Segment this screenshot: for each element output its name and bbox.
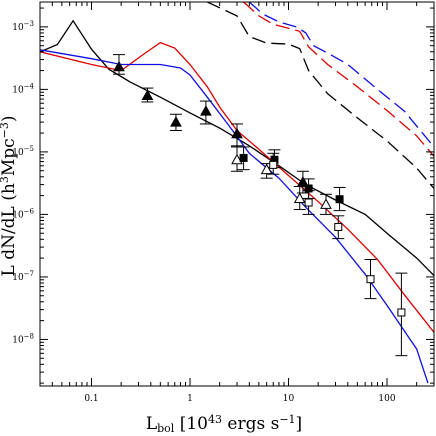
y-tick-label: 10−6 — [12, 207, 34, 220]
series-line-4 — [207, 2, 434, 189]
data-point-10 — [319, 193, 332, 215]
data-point-19 — [395, 272, 408, 357]
series-line-6 — [248, 2, 434, 148]
y-tick-label: 10−5 — [12, 145, 34, 158]
axis-ticks — [39, 2, 435, 386]
data-point-1 — [112, 54, 125, 75]
data-point-5 — [231, 123, 243, 148]
y-tick-label: 10−4 — [12, 82, 34, 95]
series-line-3 — [40, 49, 429, 384]
series-line-1 — [40, 19, 434, 277]
data-points — [112, 54, 408, 357]
x-tick-label: 0.1 — [84, 394, 98, 404]
model-curves — [40, 2, 434, 384]
x-axis-label: Lbol [1043 ergs s−1] — [146, 413, 302, 435]
y-tick-label: 10−7 — [12, 270, 34, 283]
data-point-16 — [302, 190, 315, 215]
y-axis-label: L dN/dL (h3Mpc−3) — [0, 115, 19, 276]
data-point-18 — [364, 259, 377, 300]
data-point-17 — [332, 215, 345, 240]
y-tick-label: 10−8 — [12, 332, 34, 345]
data-point-11 — [237, 146, 250, 171]
x-tick-label: 1 — [187, 394, 193, 404]
data-point-9 — [293, 185, 306, 210]
data-point-2 — [141, 87, 154, 103]
series-line-2 — [40, 41, 434, 333]
data-point-4 — [199, 100, 212, 125]
data-point-14 — [333, 186, 346, 212]
series-line-5 — [243, 2, 434, 157]
data-point-3 — [169, 113, 182, 131]
x-tick-label: 10 — [283, 394, 295, 404]
tick-labels: 0.1 1 10 100 10−3 10−4 10−5 10−6 10−7 10−8 — [12, 20, 396, 404]
y-tick-label: 10−3 — [12, 20, 34, 33]
data-point-7 — [231, 145, 243, 172]
data-point-8 — [260, 163, 273, 179]
x-tick-label: 100 — [378, 394, 395, 404]
data-point-15 — [267, 152, 280, 175]
